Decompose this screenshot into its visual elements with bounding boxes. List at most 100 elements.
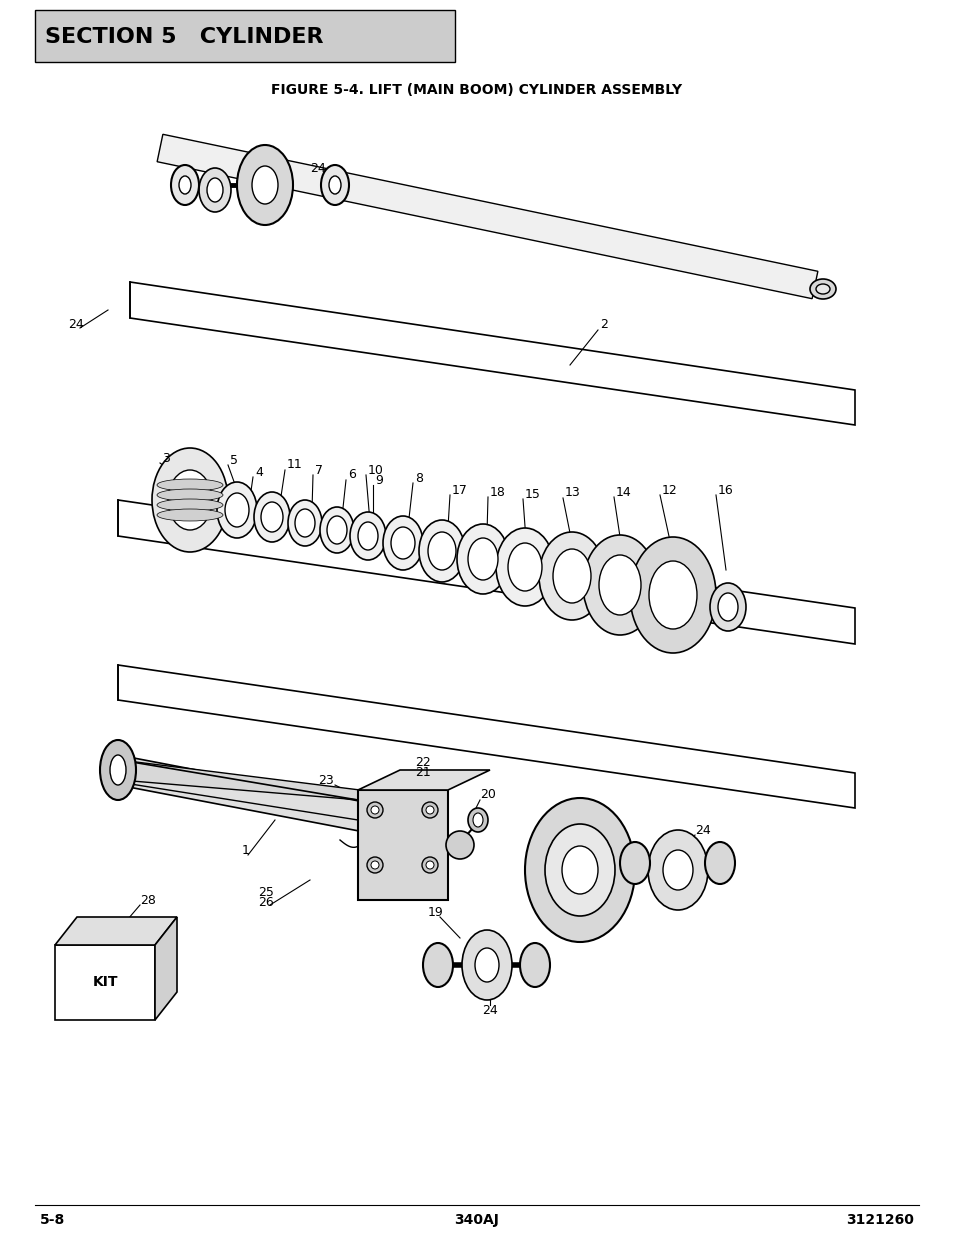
Ellipse shape <box>168 471 212 530</box>
Text: 15: 15 <box>524 488 540 500</box>
Ellipse shape <box>110 755 126 785</box>
Ellipse shape <box>524 798 635 942</box>
Polygon shape <box>118 664 854 808</box>
Text: 20: 20 <box>479 788 496 802</box>
Ellipse shape <box>171 165 199 205</box>
Ellipse shape <box>350 513 386 559</box>
Text: 26: 26 <box>257 895 274 909</box>
Ellipse shape <box>391 527 415 559</box>
Ellipse shape <box>157 499 223 511</box>
Ellipse shape <box>475 948 498 982</box>
Polygon shape <box>118 500 854 643</box>
Bar <box>35 10 455 62</box>
Ellipse shape <box>496 529 554 606</box>
Ellipse shape <box>367 802 382 818</box>
Ellipse shape <box>519 944 550 987</box>
Ellipse shape <box>428 532 456 571</box>
Ellipse shape <box>157 489 223 501</box>
Ellipse shape <box>320 165 349 205</box>
Ellipse shape <box>598 555 640 615</box>
Ellipse shape <box>319 508 354 553</box>
Text: 1: 1 <box>242 844 250 857</box>
Text: 11: 11 <box>287 458 302 472</box>
Ellipse shape <box>418 520 464 582</box>
Ellipse shape <box>422 944 453 987</box>
Bar <box>55 945 154 1020</box>
Ellipse shape <box>709 583 745 631</box>
Ellipse shape <box>662 850 692 890</box>
Ellipse shape <box>456 524 509 594</box>
Text: 14: 14 <box>616 485 631 499</box>
Ellipse shape <box>294 509 314 537</box>
Polygon shape <box>55 918 177 945</box>
Text: 4: 4 <box>254 466 263 478</box>
Ellipse shape <box>446 831 474 860</box>
Text: 8: 8 <box>415 472 422 484</box>
Ellipse shape <box>152 448 228 552</box>
Text: SECTION 5   CYLINDER: SECTION 5 CYLINDER <box>45 27 323 47</box>
Ellipse shape <box>619 842 649 884</box>
Ellipse shape <box>253 492 290 542</box>
Text: 18: 18 <box>490 485 505 499</box>
Ellipse shape <box>647 830 707 910</box>
Ellipse shape <box>288 500 322 546</box>
Text: 24: 24 <box>695 824 710 836</box>
Ellipse shape <box>561 846 598 894</box>
Ellipse shape <box>473 813 482 827</box>
Text: 12: 12 <box>661 483 677 496</box>
Text: 28: 28 <box>140 893 155 906</box>
Ellipse shape <box>357 522 377 550</box>
Ellipse shape <box>553 550 590 603</box>
Polygon shape <box>130 282 854 425</box>
Text: 24: 24 <box>310 162 325 174</box>
Text: 3121260: 3121260 <box>845 1213 913 1228</box>
Ellipse shape <box>426 806 434 814</box>
Ellipse shape <box>544 824 615 916</box>
Ellipse shape <box>100 740 136 800</box>
Ellipse shape <box>199 168 231 212</box>
Polygon shape <box>357 769 490 790</box>
Text: 9: 9 <box>375 473 382 487</box>
Ellipse shape <box>367 857 382 873</box>
Text: 6: 6 <box>348 468 355 482</box>
Text: 22: 22 <box>415 756 431 768</box>
Ellipse shape <box>461 930 512 1000</box>
Polygon shape <box>118 755 379 835</box>
Ellipse shape <box>507 543 541 592</box>
Text: 21: 21 <box>415 766 431 778</box>
Ellipse shape <box>629 537 716 653</box>
Ellipse shape <box>468 538 497 580</box>
Text: 2: 2 <box>599 319 607 331</box>
Ellipse shape <box>225 493 249 527</box>
Ellipse shape <box>252 165 277 204</box>
Polygon shape <box>120 760 359 800</box>
Text: 3: 3 <box>162 452 170 464</box>
Ellipse shape <box>236 144 293 225</box>
Text: 25: 25 <box>257 885 274 899</box>
Text: 17: 17 <box>452 483 467 496</box>
Ellipse shape <box>327 516 347 543</box>
Text: 5: 5 <box>230 453 237 467</box>
Ellipse shape <box>216 482 256 538</box>
Polygon shape <box>154 918 177 1020</box>
Text: 5-8: 5-8 <box>40 1213 65 1228</box>
Polygon shape <box>157 135 817 299</box>
Ellipse shape <box>421 857 437 873</box>
Ellipse shape <box>157 509 223 521</box>
Text: 10: 10 <box>368 463 383 477</box>
Text: 7: 7 <box>314 463 323 477</box>
Ellipse shape <box>809 279 835 299</box>
Ellipse shape <box>468 808 488 832</box>
Ellipse shape <box>371 861 378 869</box>
Text: 24: 24 <box>481 1004 497 1016</box>
Ellipse shape <box>704 842 734 884</box>
Ellipse shape <box>582 535 657 635</box>
Ellipse shape <box>261 501 283 532</box>
Text: FIGURE 5-4. LIFT (MAIN BOOM) CYLINDER ASSEMBLY: FIGURE 5-4. LIFT (MAIN BOOM) CYLINDER AS… <box>272 83 681 98</box>
Text: 340AJ: 340AJ <box>454 1213 499 1228</box>
Ellipse shape <box>329 177 340 194</box>
Polygon shape <box>357 790 448 900</box>
Text: 23: 23 <box>317 773 334 787</box>
Ellipse shape <box>382 516 422 571</box>
Text: 24: 24 <box>68 319 84 331</box>
